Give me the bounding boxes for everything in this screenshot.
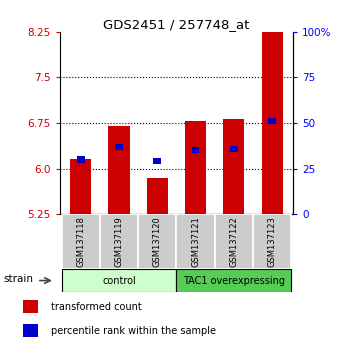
Bar [70,159,91,214]
Text: strain: strain [3,274,33,284]
Bar [138,214,177,269]
Text: GSM137118: GSM137118 [76,216,85,267]
Text: TAC1 overexpressing: TAC1 overexpressing [183,275,285,286]
Bar [62,269,177,292]
Bar [177,269,291,292]
Text: GSM137122: GSM137122 [229,216,238,267]
Text: transformed count: transformed count [51,302,142,312]
Text: GSM137123: GSM137123 [268,216,277,267]
Bar [100,214,138,269]
Bar [230,146,238,152]
Bar [268,118,276,124]
Bar [62,214,100,269]
Bar [23,324,38,337]
Bar [177,214,215,269]
Title: GDS2451 / 257748_at: GDS2451 / 257748_at [103,18,250,31]
Text: GSM137120: GSM137120 [153,216,162,267]
Bar [23,300,38,313]
Bar [108,126,130,214]
Bar [192,147,199,153]
Bar [115,144,123,150]
Bar [253,214,291,269]
Text: percentile rank within the sample: percentile rank within the sample [51,326,216,336]
Bar [262,23,283,214]
Bar [77,156,85,162]
Bar [153,158,161,164]
Text: control: control [102,275,136,286]
Text: GSM137121: GSM137121 [191,216,200,267]
Bar [223,119,244,214]
Bar [147,178,168,214]
Bar [215,214,253,269]
Text: GSM137119: GSM137119 [115,216,123,267]
Bar [185,121,206,214]
